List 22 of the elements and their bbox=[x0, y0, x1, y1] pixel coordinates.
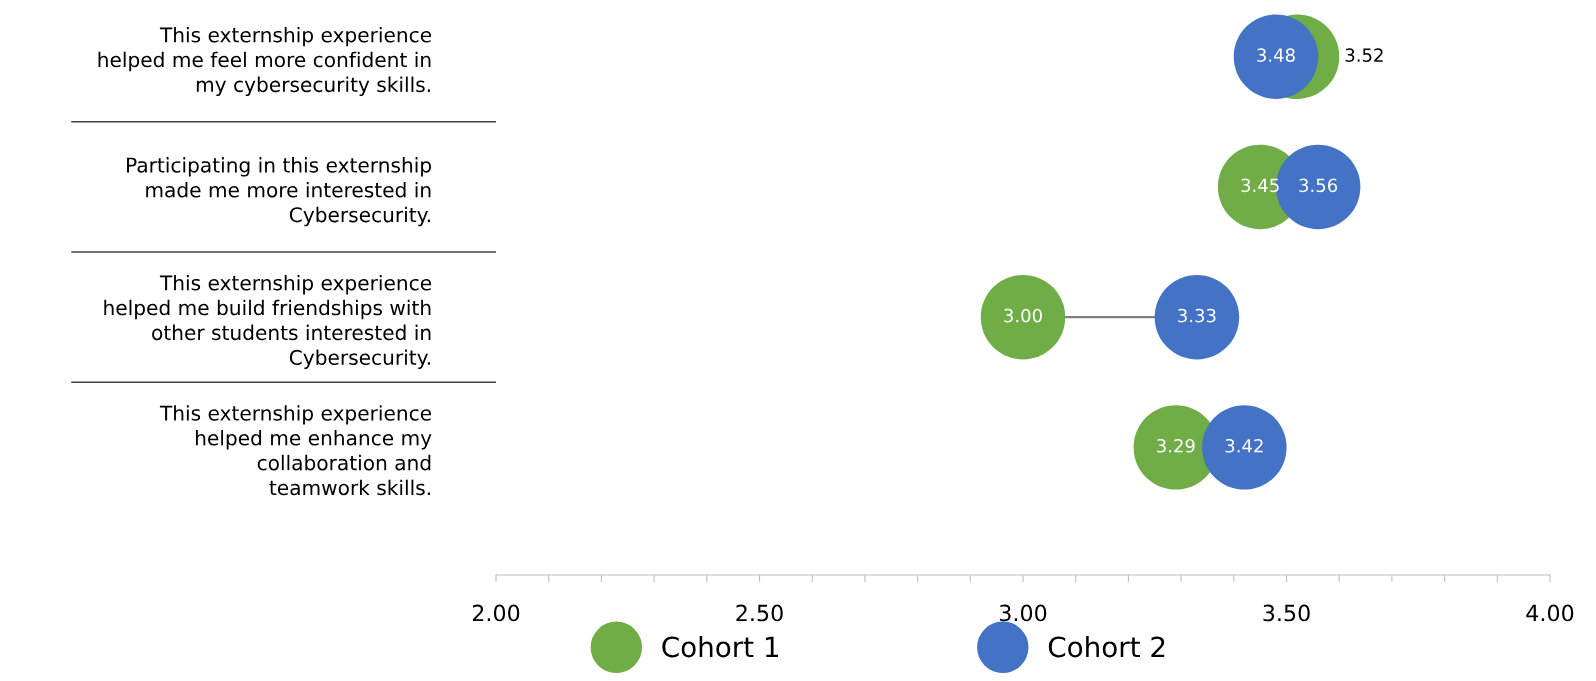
y-tick-label: Participating in this externship made me more interested in Cybersecurity. bbox=[127, 157, 432, 227]
y-tick-label: This externship experience helped me build friendships with other students interested in Cybersecurity. bbox=[104, 274, 432, 369]
y-tick-label: This externship experience helped me feel more confident in my cybersecurity skills. bbox=[98, 26, 432, 97]
x-tick-label: 2.00 bbox=[472, 604, 520, 622]
x-tick-label: 3.50 bbox=[1263, 604, 1310, 622]
point bbox=[980, 274, 1066, 360]
data-label: 3.48 bbox=[1257, 48, 1295, 62]
data-label: 3.42 bbox=[1225, 438, 1263, 453]
legend-label: Cohort 1 bbox=[662, 635, 779, 658]
data-label: 3.29 bbox=[1157, 438, 1195, 453]
point bbox=[1154, 274, 1240, 360]
point bbox=[1233, 14, 1319, 99]
data-label: 3.52 bbox=[1345, 48, 1383, 62]
y-tick-label: This externship experience helped me enhance my collaboration and teamwork skills. bbox=[159, 405, 432, 496]
legend-label: Cohort 2 bbox=[1048, 635, 1165, 658]
point bbox=[1202, 405, 1287, 490]
data-label: 3.33 bbox=[1178, 308, 1216, 323]
data-label: 3.56 bbox=[1299, 178, 1338, 193]
x-tick-label: 3.00 bbox=[999, 604, 1047, 622]
data-label: 3.00 bbox=[1004, 308, 1042, 323]
x-tick-label: 2.50 bbox=[736, 604, 783, 622]
x-tick-label: 4.00 bbox=[1526, 604, 1574, 622]
